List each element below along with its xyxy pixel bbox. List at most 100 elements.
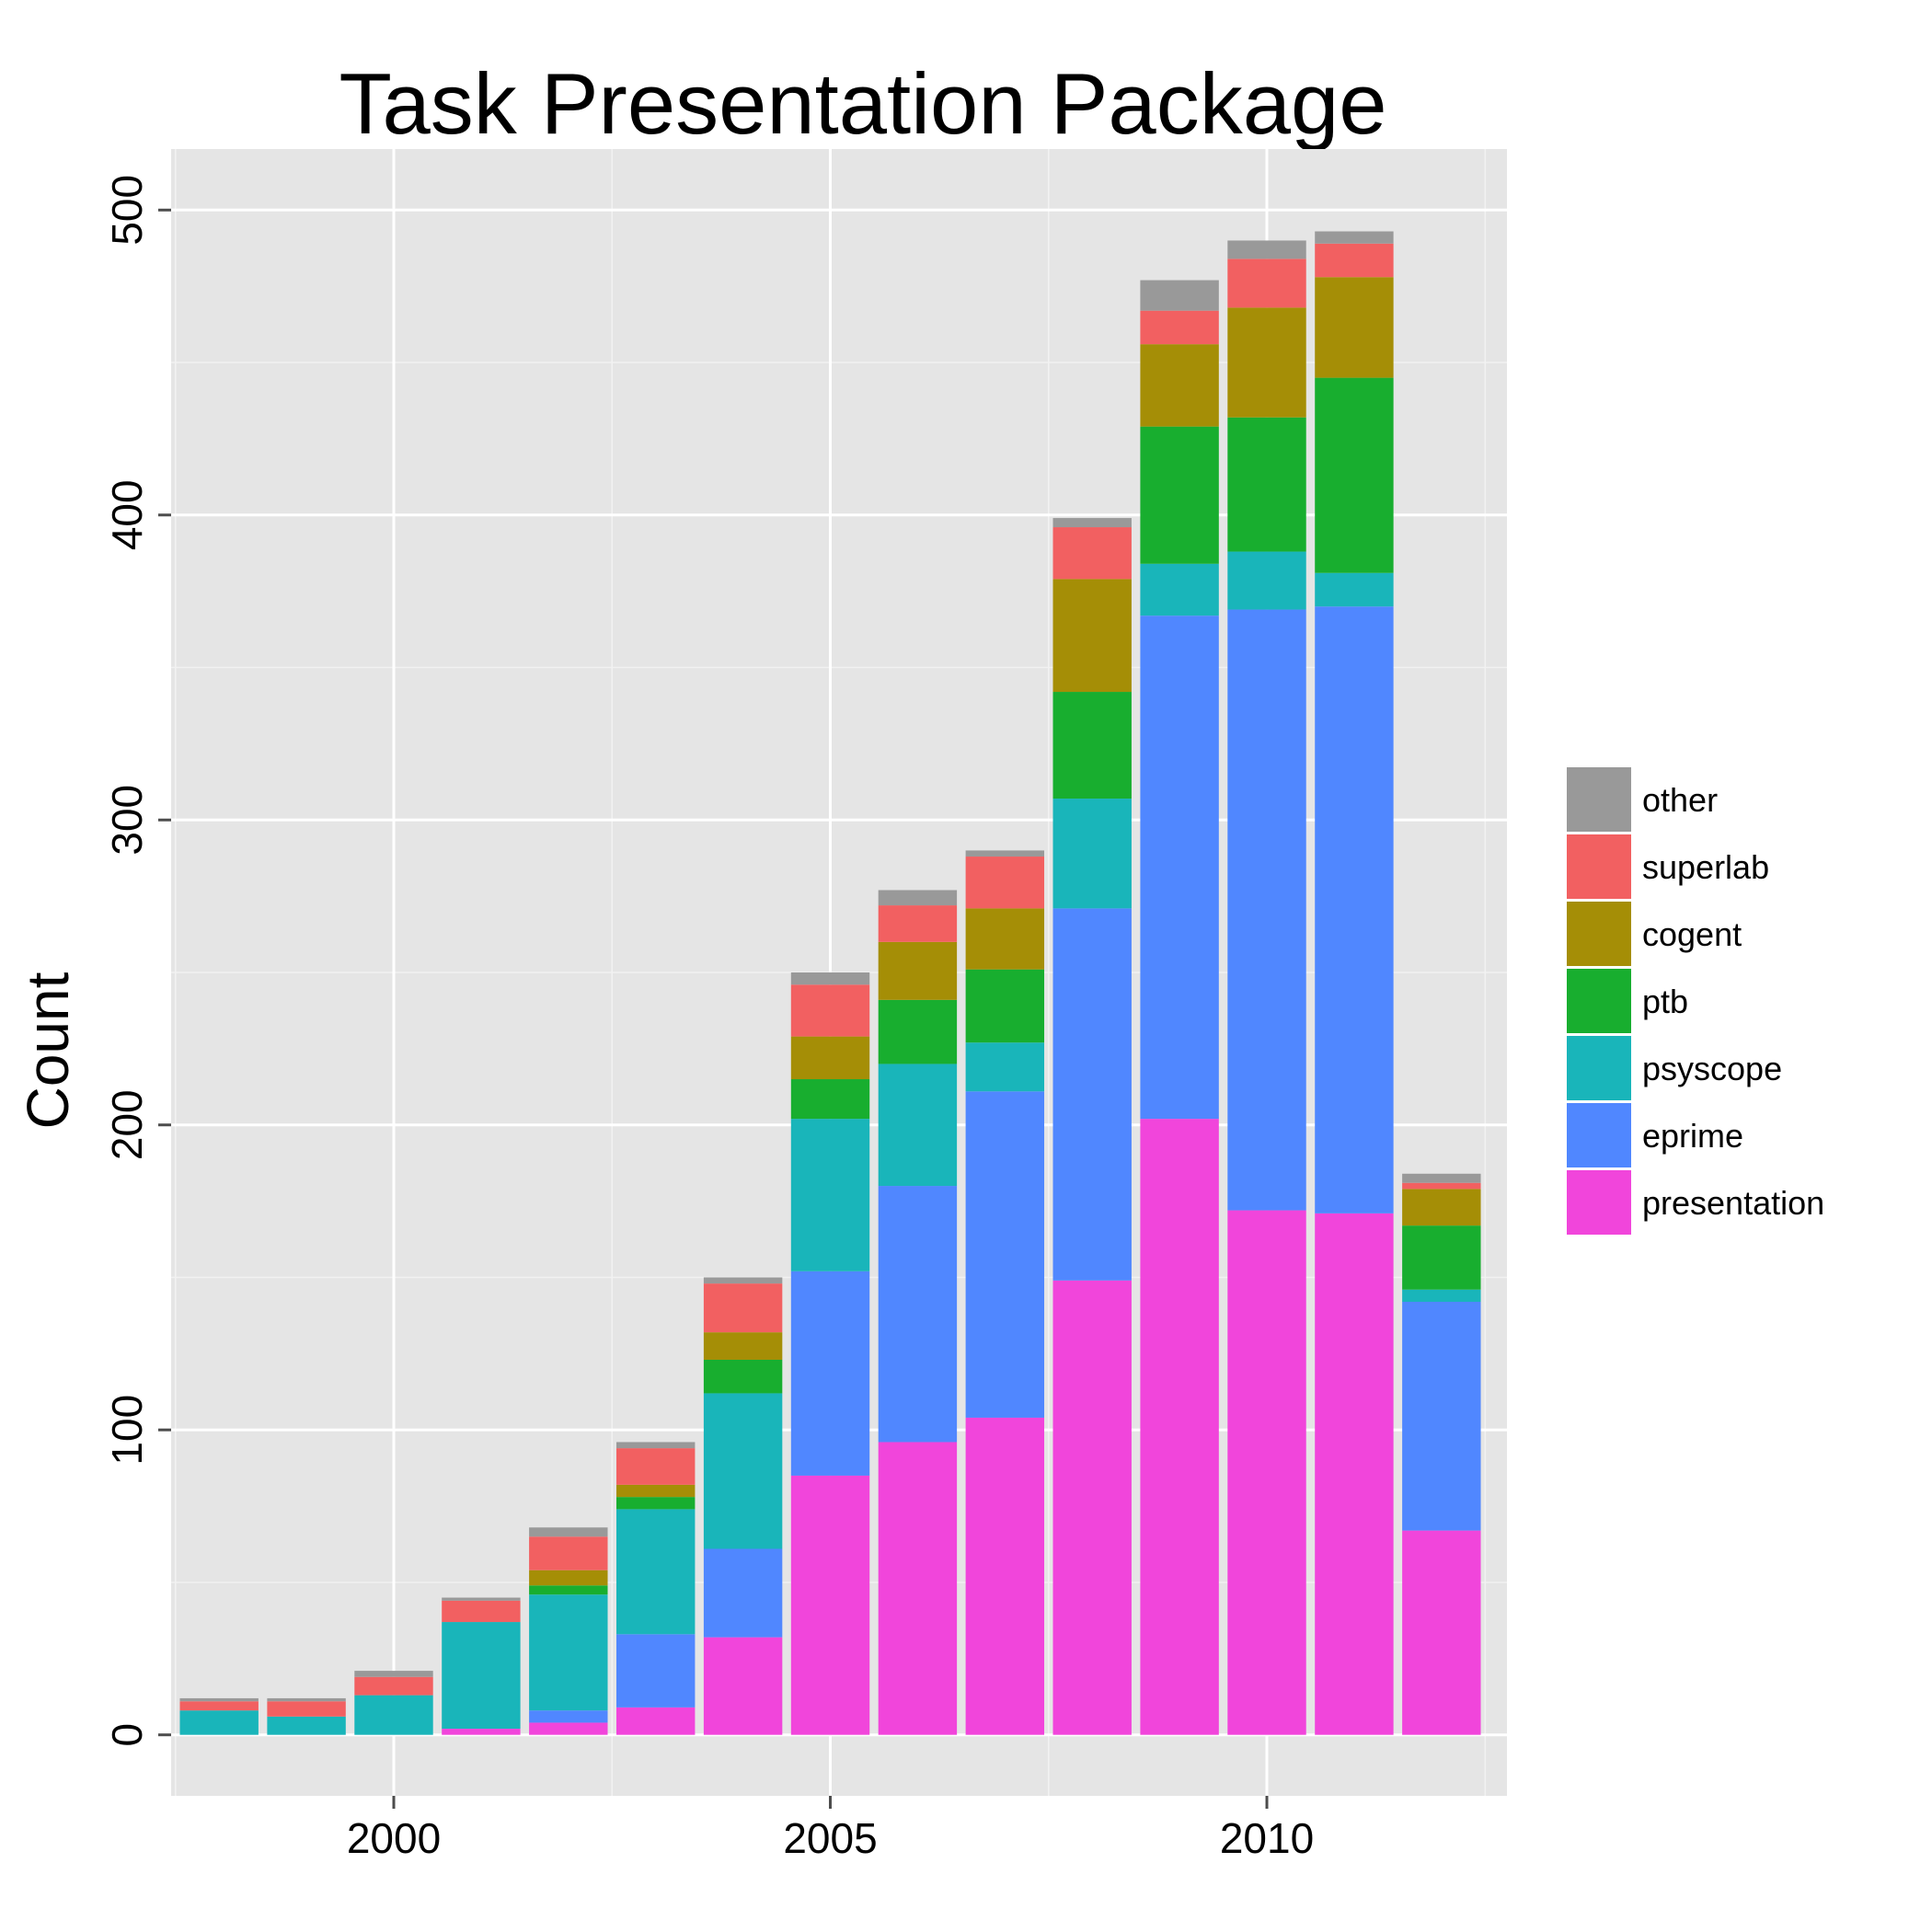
bar-segment [790, 1271, 870, 1476]
bar-segment [1315, 572, 1394, 607]
bar-segment [703, 1359, 783, 1394]
bar-segment [1315, 606, 1394, 1213]
bar-segment [179, 1701, 259, 1711]
bar-segment [790, 1119, 870, 1271]
bar-segment [267, 1701, 346, 1717]
bar-segment [1052, 1280, 1132, 1735]
bar-segment [1315, 277, 1394, 378]
bar-segment [790, 1475, 870, 1735]
bar-segment [616, 1634, 696, 1708]
legend-item: ptb [1567, 969, 1688, 1033]
bar-stack [1227, 240, 1306, 1735]
bar-segment [1227, 307, 1306, 418]
bar-segment [1315, 377, 1394, 573]
legend-label: other [1642, 781, 1718, 819]
bar-segment [878, 999, 958, 1064]
bar-segment [878, 1064, 958, 1187]
legend-key [1567, 969, 1631, 1033]
bar-segment [965, 1091, 1045, 1418]
y-tick-label: 0 [103, 1723, 151, 1747]
bar-segment [790, 1079, 870, 1120]
bar-stack [529, 1527, 608, 1735]
bar-segment [442, 1600, 521, 1623]
legend-label: superlab [1642, 848, 1769, 886]
bar-segment [529, 1570, 608, 1586]
bar-segment [878, 905, 958, 942]
bar-segment [1402, 1530, 1481, 1735]
bar-segment [616, 1484, 696, 1498]
y-axis: 0 100 200 300 400 500 [103, 175, 171, 1747]
bar-segment [1227, 551, 1306, 610]
bar-segment [179, 1710, 259, 1735]
bar-segment [790, 984, 870, 1037]
bar-segment [529, 1594, 608, 1711]
bar-segment [703, 1283, 783, 1333]
bar-segment [1052, 579, 1132, 693]
bar-segment [1052, 518, 1132, 528]
bar-segment [1402, 1189, 1481, 1226]
x-axis: 2000 2005 2010 [347, 1796, 1314, 1862]
bar-segment [965, 1417, 1045, 1735]
bar-stack [442, 1597, 521, 1735]
bar-segment [529, 1585, 608, 1595]
legend-key [1567, 767, 1631, 832]
bar-segment [878, 941, 958, 1000]
legend-label: presentation [1642, 1184, 1824, 1222]
bar-segment [878, 1186, 958, 1443]
bar-segment [616, 1497, 696, 1510]
bar-segment [703, 1637, 783, 1735]
legend-key [1567, 902, 1631, 966]
y-axis-title: Count [15, 972, 81, 1129]
bar-segment [878, 890, 958, 906]
bar-segment [442, 1597, 521, 1601]
bar-segment [1402, 1173, 1481, 1183]
bar-segment [1227, 417, 1306, 552]
bar-segment [1140, 563, 1219, 616]
bar-segment [354, 1676, 433, 1696]
y-tick-label: 100 [103, 1395, 151, 1466]
bar-segment [1140, 1119, 1219, 1735]
legend-label: psyscope [1642, 1050, 1782, 1087]
bar-segment [1227, 1210, 1306, 1735]
bar-stack [1315, 231, 1394, 1735]
legend-item: superlab [1567, 834, 1769, 899]
bar-segment [1315, 1213, 1394, 1735]
bar-segment [267, 1697, 346, 1702]
legend-key [1567, 1103, 1631, 1167]
bar-segment [1052, 527, 1132, 580]
bar-segment [703, 1332, 783, 1360]
bar-stack [1052, 518, 1132, 1735]
bar-segment [1402, 1225, 1481, 1290]
bar-segment [616, 1707, 696, 1735]
bar-segment [1402, 1302, 1481, 1531]
bar-segment [529, 1722, 608, 1735]
bar-segment [965, 850, 1045, 857]
bar-segment [529, 1527, 608, 1537]
bar-segment [1227, 240, 1306, 259]
bar-segment [703, 1393, 783, 1549]
bar-segment [965, 857, 1045, 909]
bar-stack [965, 850, 1045, 1735]
bar-segment [1227, 609, 1306, 1211]
legend-key [1567, 1036, 1631, 1100]
legend-label: eprime [1642, 1117, 1743, 1155]
bar-segment [442, 1729, 521, 1735]
bar-segment [529, 1710, 608, 1723]
bar-segment [1140, 280, 1219, 311]
bar-segment [354, 1695, 433, 1735]
bar-stack [179, 1697, 259, 1735]
y-tick-label: 300 [103, 785, 151, 856]
bar-segment [1052, 692, 1132, 799]
y-tick-label: 400 [103, 479, 151, 550]
legend-key [1567, 834, 1631, 899]
legend-key [1567, 1170, 1631, 1235]
bar-segment [616, 1509, 696, 1635]
bar-segment [616, 1442, 696, 1449]
legend-label: ptb [1642, 983, 1688, 1020]
bar-segment [1140, 344, 1219, 427]
bar-stack [267, 1697, 346, 1735]
bar-segment [442, 1622, 521, 1730]
y-tick-label: 500 [103, 175, 151, 246]
bar-segment [965, 969, 1045, 1043]
bar-stack [790, 972, 870, 1735]
